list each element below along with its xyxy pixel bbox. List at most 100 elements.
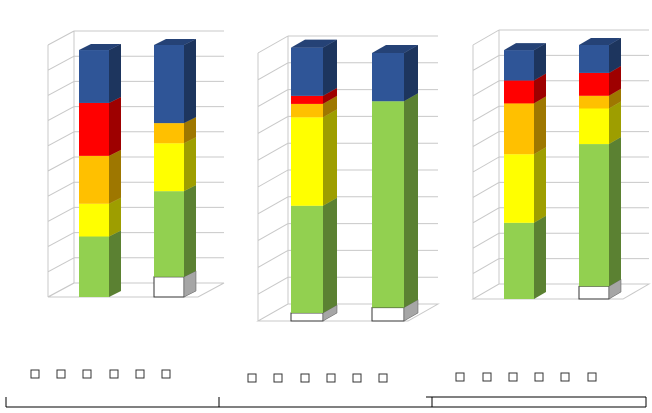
side-wall-gridline [257, 249, 289, 268]
chart-floor [47, 282, 225, 298]
bar-segment-side [109, 96, 121, 156]
tick-label-box [587, 372, 597, 382]
bar-segment-side [184, 117, 196, 144]
bar-top-face [291, 39, 337, 48]
bar-segment [504, 154, 534, 223]
bar-top-face [579, 38, 621, 45]
bar-top-face [504, 43, 546, 51]
tick-label-box [56, 369, 66, 379]
bar-segment-side [609, 137, 621, 287]
bar-top-face [154, 39, 196, 45]
side-wall-gridline [472, 258, 500, 275]
side-wall-gridline [47, 30, 75, 46]
side-wall-gridline [47, 106, 75, 122]
bar-segment [153, 276, 185, 298]
chart-panel-2 [247, 35, 440, 383]
tick-label-box [135, 369, 145, 379]
bar-segment [79, 50, 109, 103]
tick-label-box [326, 373, 336, 383]
bar-segment-side [608, 278, 622, 300]
side-wall-gridline [257, 35, 289, 54]
side-wall-gridline [47, 232, 75, 248]
tick-label-box [560, 372, 570, 382]
side-wall-gridline [472, 131, 500, 148]
bar-segment [154, 143, 184, 192]
tick-label-box [455, 372, 465, 382]
bar-segment [504, 222, 534, 299]
bar-segment [504, 80, 534, 104]
bar-segment [79, 102, 109, 156]
tick-label-box [247, 373, 257, 383]
bar-segment [372, 53, 404, 102]
bar-segment-side [323, 39, 337, 96]
tick-label-box [109, 369, 119, 379]
side-wall-gridline [472, 156, 500, 173]
side-wall-gridline [257, 62, 289, 81]
side-wall-gridline [47, 181, 75, 197]
bar-segment-side [184, 137, 196, 192]
tick-label-box [534, 372, 544, 382]
bar-segment [154, 191, 184, 277]
bar-segment [291, 205, 323, 313]
side-wall-gridline [472, 232, 500, 249]
bar-segment-side [534, 147, 546, 223]
side-wall-gridline [47, 156, 75, 172]
bar-segment [291, 95, 323, 104]
side-wall-gridline [472, 29, 500, 46]
chart-floor [256, 303, 440, 322]
side-wall-gridline [47, 257, 75, 273]
bar-segment [578, 285, 610, 300]
bar-segment-side [109, 44, 121, 103]
tick-label-box [482, 372, 492, 382]
bar-segment-side [609, 38, 621, 73]
bar-segment-side [109, 149, 121, 204]
side-wall-gridline [47, 131, 75, 147]
bar-top-face [79, 44, 121, 51]
side-wall-gridline [47, 206, 75, 222]
bar-segment-side [184, 39, 196, 124]
bar-segment-side [404, 93, 418, 308]
bar-segment-side [323, 109, 337, 206]
bar-segment [579, 95, 609, 109]
side-wall-gridline [257, 142, 289, 161]
chart-panel-1 [30, 30, 225, 379]
bar-segment-side [404, 45, 418, 102]
tick-label-box [378, 373, 388, 383]
side-wall-gridline [257, 276, 289, 295]
bar-segment [154, 45, 184, 124]
bar-segment [79, 236, 109, 297]
bar-segment [291, 103, 323, 118]
side-wall-gridline [257, 169, 289, 188]
bar-segment-side [534, 96, 546, 155]
tick-label-box [82, 369, 92, 379]
bar-segment-side [109, 197, 121, 237]
bar-segment-side [534, 73, 546, 104]
side-wall-gridline [472, 207, 500, 224]
bar-segment [504, 50, 534, 81]
chart-floor [471, 283, 651, 300]
bar-segment [291, 47, 323, 96]
tick-label-box [161, 369, 171, 379]
bar-segment [579, 72, 609, 96]
side-wall-gridline [257, 89, 289, 108]
bar-segment-side [609, 65, 621, 96]
side-wall-gridline [472, 80, 500, 97]
bar-segment [579, 45, 609, 73]
tick-label-box [30, 369, 40, 379]
bar-segment [79, 203, 109, 237]
bar-segment-side [609, 101, 621, 145]
bar-segment [504, 103, 534, 155]
bar-segment-side [184, 185, 196, 277]
side-wall-gridline [472, 181, 500, 198]
bar-segment-side [534, 43, 546, 81]
chart-panel-3 [455, 29, 651, 382]
bar-segment-side [109, 230, 121, 297]
bar-segment [579, 144, 609, 287]
side-wall-gridline [47, 55, 75, 71]
bar-segment [154, 123, 184, 144]
bar-segment [371, 307, 405, 322]
side-wall-gridline [472, 54, 500, 71]
bar-segment [291, 117, 323, 206]
bar-segment-side [534, 215, 546, 299]
